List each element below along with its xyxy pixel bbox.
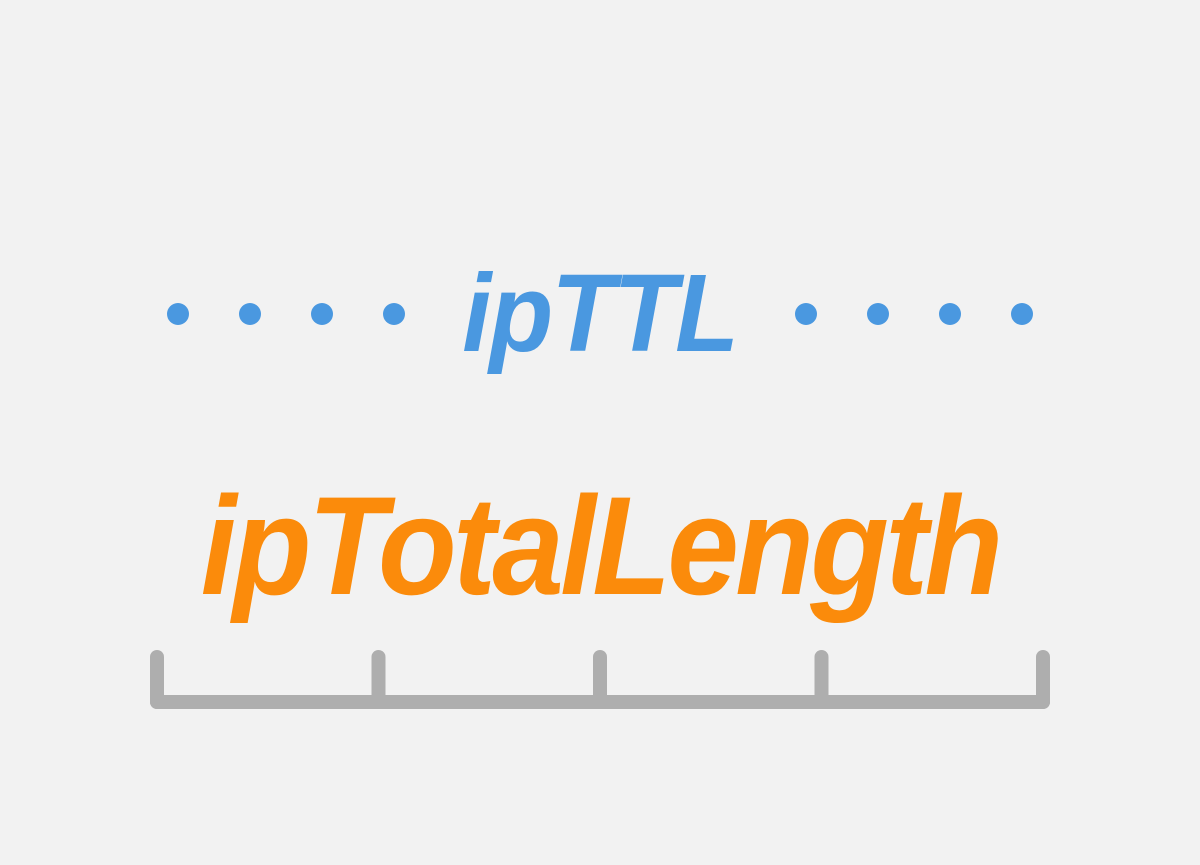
iptotallength-row: ipTotalLength: [0, 465, 1200, 627]
dot: [867, 303, 889, 325]
dot: [311, 303, 333, 325]
ruler: [150, 650, 1050, 709]
dot: [1011, 303, 1033, 325]
dot: [239, 303, 261, 325]
dot: [795, 303, 817, 325]
ipttl-label: ipTTL: [463, 250, 738, 377]
dots-right: [795, 303, 1033, 325]
iptotallength-label: ipTotalLength: [201, 465, 1000, 627]
ipttl-row: ipTTL: [0, 250, 1200, 377]
dot: [939, 303, 961, 325]
dot: [383, 303, 405, 325]
dot: [167, 303, 189, 325]
dots-left: [167, 303, 405, 325]
